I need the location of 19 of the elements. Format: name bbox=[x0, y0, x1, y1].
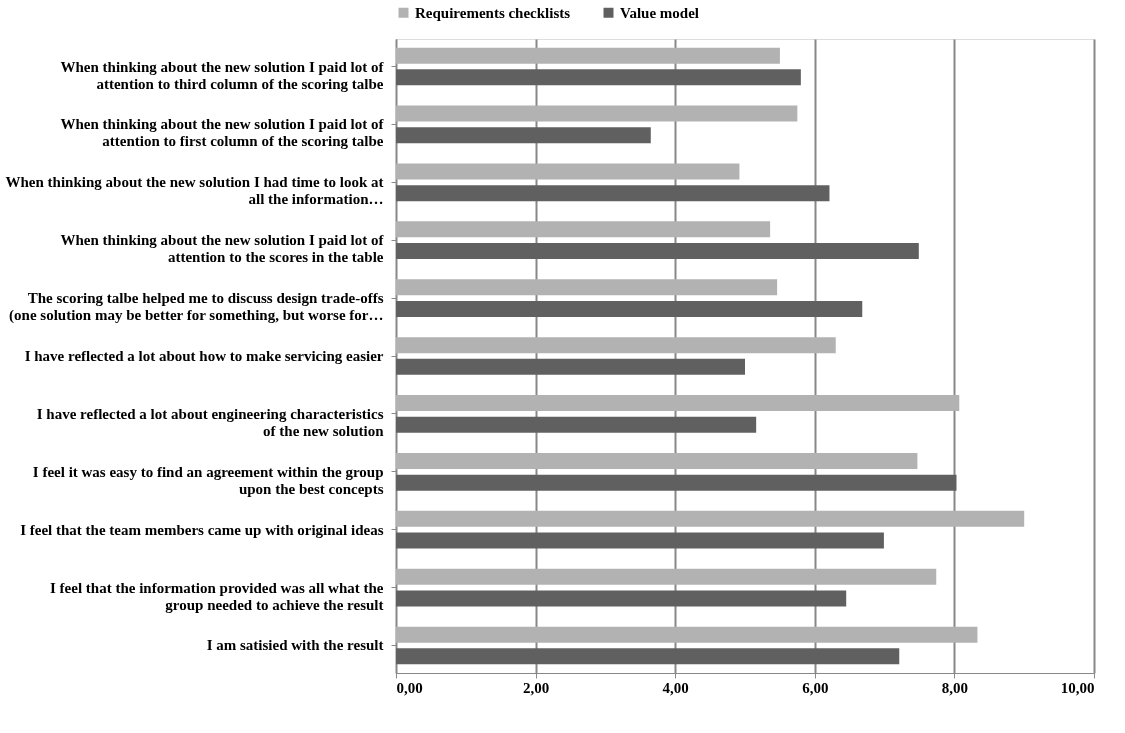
y-tick-label: When thinking about the new solution I had time to look at all the information… bbox=[5, 174, 384, 208]
y-tick-label: When thinking about the new solution I paid lot of attention to third column of the scoring talbe bbox=[60, 58, 385, 92]
y-tick-label: I feel that the team members came up with original ideas bbox=[20, 521, 384, 538]
y-tick-label: I have reflected a lot about how to make servicing easier bbox=[24, 348, 384, 364]
y-tick-label: I have reflected a lot about engineering characteristics of the new solution bbox=[36, 405, 385, 439]
x-tick-label: 8,00 bbox=[941, 679, 969, 696]
y-tick-label: When thinking about the new solution I paid lot of attention to first column of the scoring talbe bbox=[60, 116, 385, 150]
y-tick-label: I am satisied with the result bbox=[206, 637, 384, 654]
y-tick-label: I feel that the information provided was all what the group needed to achieve the result bbox=[50, 579, 384, 613]
x-tick-label: 4,00 bbox=[662, 679, 689, 696]
x-tick-label: 10,00 bbox=[1060, 679, 1095, 696]
legend-label: Value model bbox=[620, 4, 700, 21]
x-tick-label: 0,00 bbox=[396, 679, 423, 696]
x-tick-label: 6,00 bbox=[802, 679, 829, 696]
y-tick-label: I feel it was easy to find an agreement within the group upon the best concepts bbox=[32, 463, 384, 497]
y-tick-label: The scoring talbe helped me to discuss design trade-offs (one solution may be better for something, but worse for… bbox=[9, 290, 384, 325]
x-tick-label: 2,00 bbox=[522, 679, 550, 696]
legend-label: Requirements checklists bbox=[415, 4, 571, 21]
y-tick-label: When thinking about the new solution I paid lot of attention to the scores in the table bbox=[60, 232, 385, 266]
